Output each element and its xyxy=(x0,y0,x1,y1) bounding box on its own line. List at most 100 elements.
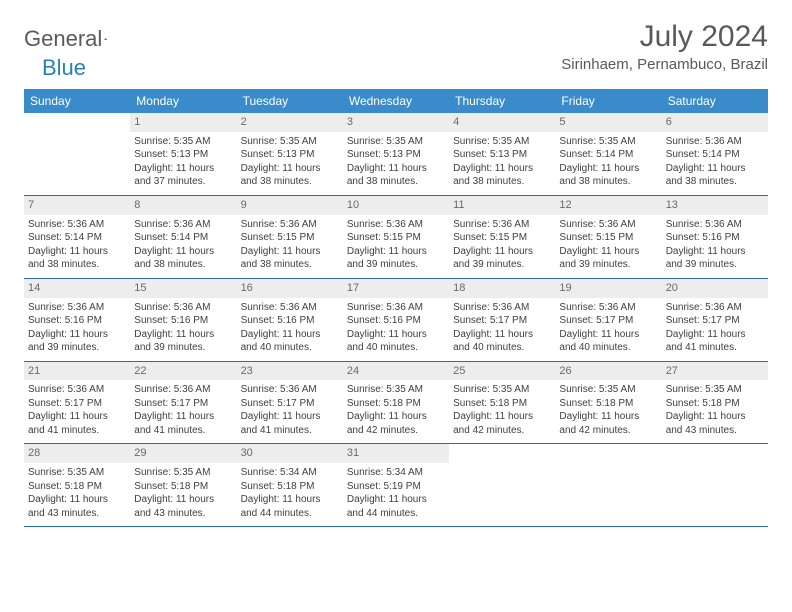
daylight-line: Daylight: 11 hours and 40 minutes. xyxy=(453,328,551,355)
weekday-header: Wednesday xyxy=(343,89,449,113)
sunset-line: Sunset: 5:16 PM xyxy=(134,314,232,328)
day-number: 25 xyxy=(449,362,555,381)
day-number: 31 xyxy=(343,444,449,463)
sunset-line: Sunset: 5:13 PM xyxy=(347,148,445,162)
day-number: 20 xyxy=(662,279,768,298)
sunset-line: Sunset: 5:17 PM xyxy=(28,397,126,411)
sunrise-line: Sunrise: 5:36 AM xyxy=(28,218,126,232)
calendar-day-cell: 31Sunrise: 5:34 AMSunset: 5:19 PMDayligh… xyxy=(343,444,449,527)
day-number: 4 xyxy=(449,113,555,132)
calendar-day-cell: 30Sunrise: 5:34 AMSunset: 5:18 PMDayligh… xyxy=(237,444,343,527)
calendar-day-cell: 12Sunrise: 5:36 AMSunset: 5:15 PMDayligh… xyxy=(555,195,661,278)
calendar-day-cell: 11Sunrise: 5:36 AMSunset: 5:15 PMDayligh… xyxy=(449,195,555,278)
sunset-line: Sunset: 5:15 PM xyxy=(241,231,339,245)
daylight-line: Daylight: 11 hours and 38 minutes. xyxy=(134,245,232,272)
sunrise-line: Sunrise: 5:36 AM xyxy=(347,218,445,232)
day-number: 14 xyxy=(24,279,130,298)
sunset-line: Sunset: 5:19 PM xyxy=(347,480,445,494)
sunrise-line: Sunrise: 5:35 AM xyxy=(347,135,445,149)
sunset-line: Sunset: 5:16 PM xyxy=(666,231,764,245)
sunset-line: Sunset: 5:18 PM xyxy=(559,397,657,411)
daylight-line: Daylight: 11 hours and 38 minutes. xyxy=(559,162,657,189)
day-number: 6 xyxy=(662,113,768,132)
calendar-week-row: 1Sunrise: 5:35 AMSunset: 5:13 PMDaylight… xyxy=(24,113,768,195)
sunrise-line: Sunrise: 5:36 AM xyxy=(666,135,764,149)
sunrise-line: Sunrise: 5:36 AM xyxy=(559,301,657,315)
day-number: 30 xyxy=(237,444,343,463)
calendar-day-cell: 19Sunrise: 5:36 AMSunset: 5:17 PMDayligh… xyxy=(555,278,661,361)
day-number: 9 xyxy=(237,196,343,215)
calendar-day-cell: 15Sunrise: 5:36 AMSunset: 5:16 PMDayligh… xyxy=(130,278,236,361)
daylight-line: Daylight: 11 hours and 40 minutes. xyxy=(241,328,339,355)
daylight-line: Daylight: 11 hours and 43 minutes. xyxy=(134,493,232,520)
calendar-day-cell: 16Sunrise: 5:36 AMSunset: 5:16 PMDayligh… xyxy=(237,278,343,361)
calendar-week-row: 28Sunrise: 5:35 AMSunset: 5:18 PMDayligh… xyxy=(24,444,768,527)
daylight-line: Daylight: 11 hours and 44 minutes. xyxy=(241,493,339,520)
day-number: 29 xyxy=(130,444,236,463)
daylight-line: Daylight: 11 hours and 42 minutes. xyxy=(453,410,551,437)
brand-word2: Blue xyxy=(42,55,86,80)
sunrise-line: Sunrise: 5:36 AM xyxy=(241,301,339,315)
sunrise-line: Sunrise: 5:35 AM xyxy=(241,135,339,149)
sunset-line: Sunset: 5:18 PM xyxy=(453,397,551,411)
calendar-day-cell: 17Sunrise: 5:36 AMSunset: 5:16 PMDayligh… xyxy=(343,278,449,361)
sunset-line: Sunset: 5:16 PM xyxy=(28,314,126,328)
calendar-day-cell xyxy=(449,444,555,527)
sunrise-line: Sunrise: 5:36 AM xyxy=(28,383,126,397)
sunrise-line: Sunrise: 5:36 AM xyxy=(134,301,232,315)
sunset-line: Sunset: 5:13 PM xyxy=(134,148,232,162)
sunset-line: Sunset: 5:13 PM xyxy=(453,148,551,162)
sunset-line: Sunset: 5:14 PM xyxy=(666,148,764,162)
daylight-line: Daylight: 11 hours and 42 minutes. xyxy=(347,410,445,437)
weekday-header: Friday xyxy=(555,89,661,113)
weekday-header: Saturday xyxy=(662,89,768,113)
sunset-line: Sunset: 5:17 PM xyxy=(453,314,551,328)
calendar-day-cell: 8Sunrise: 5:36 AMSunset: 5:14 PMDaylight… xyxy=(130,195,236,278)
sunrise-line: Sunrise: 5:36 AM xyxy=(134,218,232,232)
calendar-day-cell: 25Sunrise: 5:35 AMSunset: 5:18 PMDayligh… xyxy=(449,361,555,444)
sunset-line: Sunset: 5:17 PM xyxy=(241,397,339,411)
sunrise-line: Sunrise: 5:36 AM xyxy=(241,218,339,232)
calendar-day-cell: 9 Sunrise: 5:36 AMSunset: 5:15 PMDaylight… xyxy=(237,195,343,278)
sunrise-line: Sunrise: 5:35 AM xyxy=(559,135,657,149)
daylight-line: Daylight: 11 hours and 38 minutes. xyxy=(241,162,339,189)
daylight-line: Daylight: 11 hours and 38 minutes. xyxy=(241,245,339,272)
calendar-week-row: 7Sunrise: 5:36 AMSunset: 5:14 PMDaylight… xyxy=(24,195,768,278)
sunrise-line: Sunrise: 5:36 AM xyxy=(241,383,339,397)
daylight-line: Daylight: 11 hours and 39 minutes. xyxy=(666,245,764,272)
daylight-line: Daylight: 11 hours and 41 minutes. xyxy=(134,410,232,437)
daylight-line: Daylight: 11 hours and 40 minutes. xyxy=(347,328,445,355)
calendar-day-cell: 14Sunrise: 5:36 AMSunset: 5:16 PMDayligh… xyxy=(24,278,130,361)
weekday-header: Monday xyxy=(130,89,236,113)
calendar-day-cell: 24Sunrise: 5:35 AMSunset: 5:18 PMDayligh… xyxy=(343,361,449,444)
day-number: 19 xyxy=(555,279,661,298)
sunset-line: Sunset: 5:16 PM xyxy=(347,314,445,328)
sunrise-line: Sunrise: 5:36 AM xyxy=(559,218,657,232)
sunset-line: Sunset: 5:18 PM xyxy=(241,480,339,494)
day-number: 22 xyxy=(130,362,236,381)
weekday-header-row: Sunday Monday Tuesday Wednesday Thursday… xyxy=(24,89,768,113)
daylight-line: Daylight: 11 hours and 42 minutes. xyxy=(559,410,657,437)
calendar-day-cell: 28Sunrise: 5:35 AMSunset: 5:18 PMDayligh… xyxy=(24,444,130,527)
daylight-line: Daylight: 11 hours and 39 minutes. xyxy=(28,328,126,355)
daylight-line: Daylight: 11 hours and 38 minutes. xyxy=(453,162,551,189)
month-title: July 2024 xyxy=(561,20,768,54)
sunset-line: Sunset: 5:18 PM xyxy=(134,480,232,494)
daylight-line: Daylight: 11 hours and 41 minutes. xyxy=(28,410,126,437)
daylight-line: Daylight: 11 hours and 38 minutes. xyxy=(347,162,445,189)
calendar-day-cell: 18Sunrise: 5:36 AMSunset: 5:17 PMDayligh… xyxy=(449,278,555,361)
sunrise-line: Sunrise: 5:36 AM xyxy=(453,301,551,315)
brand-word1: General xyxy=(24,26,102,52)
daylight-line: Daylight: 11 hours and 38 minutes. xyxy=(28,245,126,272)
calendar-day-cell: 10Sunrise: 5:36 AMSunset: 5:15 PMDayligh… xyxy=(343,195,449,278)
sunset-line: Sunset: 5:14 PM xyxy=(559,148,657,162)
sunrise-line: Sunrise: 5:35 AM xyxy=(134,466,232,480)
calendar-day-cell: 26Sunrise: 5:35 AMSunset: 5:18 PMDayligh… xyxy=(555,361,661,444)
sunset-line: Sunset: 5:15 PM xyxy=(347,231,445,245)
day-number: 3 xyxy=(343,113,449,132)
day-number: 24 xyxy=(343,362,449,381)
weekday-header: Tuesday xyxy=(237,89,343,113)
sunset-line: Sunset: 5:16 PM xyxy=(241,314,339,328)
sunrise-line: Sunrise: 5:35 AM xyxy=(28,466,126,480)
daylight-line: Daylight: 11 hours and 39 minutes. xyxy=(347,245,445,272)
